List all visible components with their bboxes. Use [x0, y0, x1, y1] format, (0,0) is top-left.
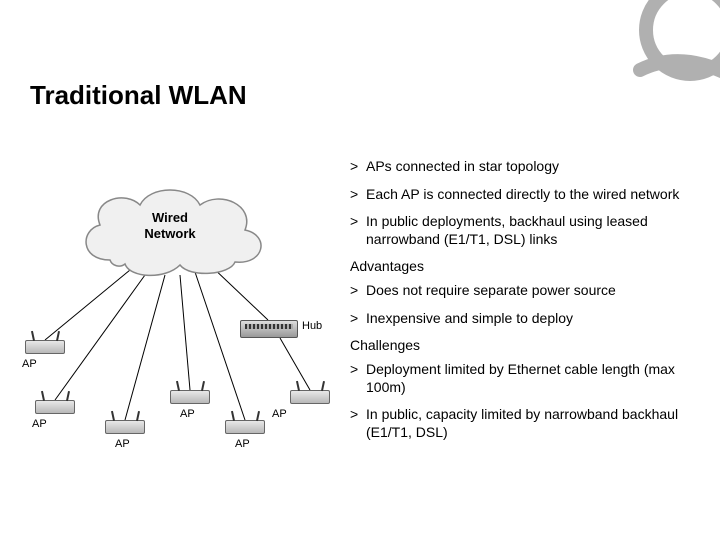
ap-device [290, 390, 330, 404]
bullet-mark-icon: > [350, 361, 366, 396]
challenges-heading: Challenges [350, 337, 700, 353]
bullet-text: In public, capacity limited by narrowban… [366, 406, 700, 441]
hub-label: Hub [302, 320, 322, 332]
ap-device [25, 340, 65, 354]
topology-diagram: WiredNetwork Hub AP AP AP AP AP AP [10, 160, 340, 460]
ap-device [170, 390, 210, 404]
content-column: > APs connected in star topology > Each … [350, 158, 700, 451]
advantages-heading: Advantages [350, 258, 700, 274]
bullet-text: Deployment limited by Ethernet cable len… [366, 361, 700, 396]
logo-swoosh [620, 0, 720, 100]
bullet-item: > Each AP is connected directly to the w… [350, 186, 700, 204]
bullet-item: > Inexpensive and simple to deploy [350, 310, 700, 328]
ap-label: AP [22, 358, 37, 370]
ap-device [35, 400, 75, 414]
bullet-text: APs connected in star topology [366, 158, 700, 176]
bullet-item: > In public, capacity limited by narrowb… [350, 406, 700, 441]
ap-device [105, 420, 145, 434]
bullet-mark-icon: > [350, 186, 366, 204]
slide-title: Traditional WLAN [30, 80, 247, 111]
bullet-item: > In public deployments, backhaul using … [350, 213, 700, 248]
bullet-mark-icon: > [350, 158, 366, 176]
ap-label: AP [272, 408, 287, 420]
ap-device [225, 420, 265, 434]
ap-label: AP [115, 438, 130, 450]
bullet-mark-icon: > [350, 282, 366, 300]
ap-label: AP [235, 438, 250, 450]
bullet-item: > APs connected in star topology [350, 158, 700, 176]
bullet-item: > Deployment limited by Ethernet cable l… [350, 361, 700, 396]
bullet-text: Does not require separate power source [366, 282, 700, 300]
cloud-label: WiredNetwork [120, 210, 220, 241]
ap-label: AP [32, 418, 47, 430]
bullet-mark-icon: > [350, 406, 366, 441]
hub-device [240, 320, 298, 338]
ap-label: AP [180, 408, 195, 420]
bullet-item: > Does not require separate power source [350, 282, 700, 300]
bullet-mark-icon: > [350, 213, 366, 248]
bullet-mark-icon: > [350, 310, 366, 328]
bullet-text: In public deployments, backhaul using le… [366, 213, 700, 248]
bullet-text: Each AP is connected directly to the wir… [366, 186, 700, 204]
bullet-text: Inexpensive and simple to deploy [366, 310, 700, 328]
